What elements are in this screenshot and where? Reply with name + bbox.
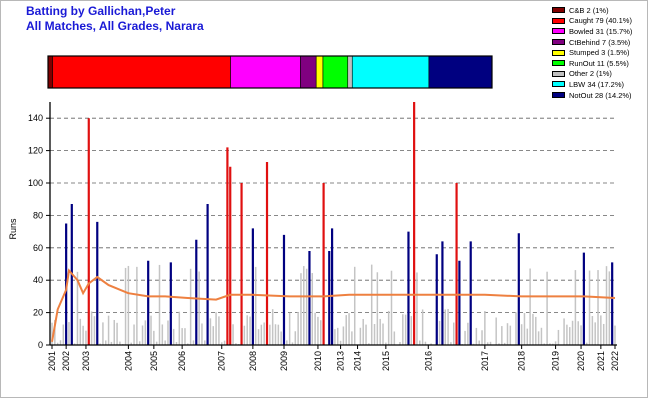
legend-label: LBW 34 (17.2%): [569, 79, 625, 89]
innings-bars: [51, 102, 616, 345]
x-tick-label: 2016: [423, 351, 433, 371]
y-tick-label: 120: [28, 146, 43, 156]
legend-swatch: [552, 28, 565, 35]
dismissal-segment-cb: [47, 55, 53, 89]
legend-label: Caught 79 (40.1%): [569, 16, 632, 26]
legend-item-runout: RunOut 11 (5.5%): [552, 58, 648, 69]
y-tick-label: 20: [33, 308, 43, 318]
y-axis: 0 20 40 60 80 100 120 140: [28, 102, 51, 350]
x-tick-label: 2007: [217, 351, 227, 371]
x-tick-label: 2013: [336, 351, 346, 371]
legend-swatch: [552, 92, 565, 99]
legend-swatch: [552, 60, 565, 67]
legend-swatch: [552, 39, 565, 46]
x-tick-label: 2003: [81, 351, 91, 371]
gridlines: [50, 117, 617, 314]
dismissal-segment-bowled: [230, 55, 301, 89]
legend-label: C&B 2 (1%): [569, 5, 609, 15]
x-tick-label: 2014: [353, 351, 363, 371]
title-line-1: Batting by Gallichan,Peter: [26, 4, 176, 18]
legend-swatch: [552, 70, 565, 77]
legend-item-other: Other 2 (1%): [552, 69, 648, 80]
x-tick-label: 2009: [279, 351, 289, 371]
x-tick-label: 2017: [480, 351, 490, 371]
dismissal-segment-stumped: [315, 55, 324, 89]
legend-item-lbw: LBW 34 (17.2%): [552, 79, 648, 90]
dismissal-segment-other: [347, 55, 353, 89]
dismissal-segment-lbw: [351, 55, 430, 89]
dismissal-segment-ctbehind: [300, 55, 317, 89]
y-tick-label: 0: [38, 340, 43, 350]
x-tick-label: 2001: [47, 351, 57, 371]
x-tick-label: 2006: [177, 351, 187, 371]
legend-item-ctbehind: CtBehind 7 (3.5%): [552, 37, 648, 48]
legend-label: NotOut 28 (14.2%): [569, 90, 632, 100]
legend-label: Other 2 (1%): [569, 69, 612, 79]
x-tick-label: 2020: [576, 351, 586, 371]
x-tick-label: 2008: [248, 351, 258, 371]
legend-item-cb: C&B 2 (1%): [552, 5, 648, 16]
running-average-line: [51, 268, 616, 342]
legend-item-caught: Caught 79 (40.1%): [552, 16, 648, 27]
dismissal-proportion-bar: [47, 55, 493, 89]
y-tick-label: 60: [33, 243, 43, 253]
legend: C&B 2 (1%) Caught 79 (40.1%) Bowled 31 (…: [552, 5, 648, 100]
title-line-2: All Matches, All Grades, Narara: [26, 19, 204, 33]
x-tick-label: 2004: [123, 351, 133, 371]
legend-swatch: [552, 17, 565, 24]
x-tick-label: 2022: [610, 351, 620, 371]
legend-item-bowled: Bowled 31 (15.7%): [552, 26, 648, 37]
x-axis: 2001 2002 2003 2004 2005 2006 2007 2008 2009 2010…: [47, 344, 620, 371]
x-tick-label: 2005: [149, 351, 159, 371]
x-tick-label: 2021: [596, 351, 606, 371]
x-tick-label: 2015: [381, 351, 391, 371]
chart-title: Batting by Gallichan,Peter All Matches, …: [26, 4, 204, 34]
x-tick-label: 2019: [551, 351, 561, 371]
dismissal-segment-caught: [52, 55, 231, 89]
dismissal-bar-border: [47, 55, 493, 89]
y-tick-label: 40: [33, 275, 43, 285]
y-tick-label: 100: [28, 178, 43, 188]
legend-label: Stumped 3 (1.5%): [569, 48, 630, 58]
legend-item-notout: NotOut 28 (14.2%): [552, 90, 648, 101]
legend-swatch: [552, 49, 565, 56]
legend-swatch: [552, 7, 565, 14]
y-tick-label: 140: [28, 113, 43, 123]
legend-label: RunOut 11 (5.5%): [569, 58, 629, 68]
legend-item-stumped: Stumped 3 (1.5%): [552, 47, 648, 58]
dismissal-segment-notout: [428, 55, 493, 89]
average-line: [51, 268, 616, 342]
x-tick-label: 2002: [61, 351, 71, 371]
x-tick-label: 2018: [517, 351, 527, 371]
y-axis-label: Runs: [8, 218, 18, 240]
dismissal-segment-runout: [322, 55, 349, 89]
x-tick-label: 2010: [313, 351, 323, 371]
legend-swatch: [552, 81, 565, 88]
legend-label: Bowled 31 (15.7%): [569, 26, 633, 36]
y-tick-label: 80: [33, 210, 43, 220]
legend-label: CtBehind 7 (3.5%): [569, 37, 631, 47]
